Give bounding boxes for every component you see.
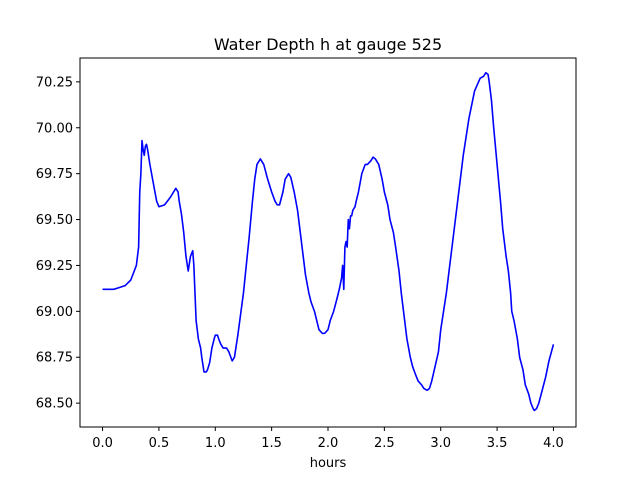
x-tick-label: 0.5 bbox=[149, 436, 170, 451]
x-tick-label: 2.5 bbox=[374, 436, 395, 451]
x-axis-label: hours bbox=[310, 456, 347, 471]
y-tick-label: 69.50 bbox=[36, 213, 73, 228]
plot-frame bbox=[79, 57, 577, 428]
x-tick-label: 3.5 bbox=[487, 436, 508, 451]
x-tick-label: 4.0 bbox=[543, 436, 564, 451]
x-axis: 0.0 0.5 1.0 1.5 2.0 2.5 3.0 3.5 4.0 bbox=[92, 427, 564, 451]
x-tick-label: 0.0 bbox=[92, 436, 113, 451]
series-line-0 bbox=[102, 71, 555, 412]
x-tick-label: 1.5 bbox=[261, 436, 282, 451]
x-tick-label: 2.0 bbox=[318, 436, 339, 451]
y-tick-label: 70.25 bbox=[36, 75, 73, 90]
y-tick-label: 70.00 bbox=[36, 121, 73, 136]
chart-title: Water Depth h at gauge 525 bbox=[214, 35, 442, 54]
y-tick-label: 68.50 bbox=[36, 397, 73, 412]
y-tick-label: 68.75 bbox=[36, 351, 73, 366]
y-tick-label: 69.75 bbox=[36, 167, 73, 182]
y-axis: 68.50 68.75 69.00 69.25 69.50 69.75 70.00 70.25 bbox=[36, 75, 80, 412]
y-tick-label: 69.00 bbox=[36, 305, 73, 320]
y-tick-label: 69.25 bbox=[36, 259, 73, 274]
x-tick-label: 1.0 bbox=[205, 436, 226, 451]
plot-area bbox=[102, 71, 555, 412]
x-tick-label: 3.0 bbox=[430, 436, 451, 451]
